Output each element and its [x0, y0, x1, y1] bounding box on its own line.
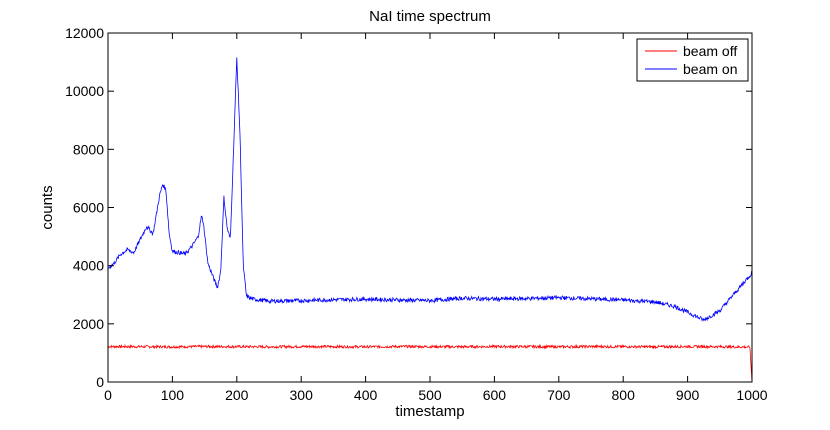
y-tick-label: 2000	[73, 316, 104, 332]
x-tick-label: 100	[161, 387, 185, 403]
series-line-beam-on	[108, 57, 752, 342]
legend: beam off beam on	[636, 38, 749, 82]
x-tick-label: 0	[104, 387, 112, 403]
x-tick-label: 600	[483, 387, 507, 403]
plot-layer	[108, 57, 752, 382]
x-tick-label: 200	[225, 387, 249, 403]
x-tick-label: 300	[290, 387, 314, 403]
y-tick-label: 12000	[65, 25, 104, 41]
y-tick-label: 6000	[73, 200, 104, 216]
x-tick-label: 900	[676, 387, 700, 403]
y-tick-label: 10000	[65, 83, 104, 99]
x-tick-label: 800	[612, 387, 636, 403]
x-tick-label: 400	[354, 387, 378, 403]
x-tick-label: 700	[547, 387, 571, 403]
y-axis-label: counts	[39, 185, 56, 229]
legend-label-beam-off: beam off	[683, 43, 737, 59]
legend-box	[636, 38, 749, 82]
x-tick-label: 500	[418, 387, 442, 403]
axes-layer: 0 100 200 300 400 500 600 700 800 900 100002000400…	[65, 25, 768, 403]
y-tick-label: 4000	[73, 258, 104, 274]
y-tick-label: 0	[96, 374, 104, 390]
x-tick-label: 1000	[736, 387, 767, 403]
plot-frame	[107, 32, 753, 383]
series-line-beam-off	[108, 343, 752, 382]
y-tick-label: 8000	[73, 141, 104, 157]
legend-label-beam-on: beam on	[683, 61, 737, 77]
chart-title: NaI time spectrum	[369, 8, 491, 25]
x-axis-label: timestamp	[395, 403, 464, 420]
